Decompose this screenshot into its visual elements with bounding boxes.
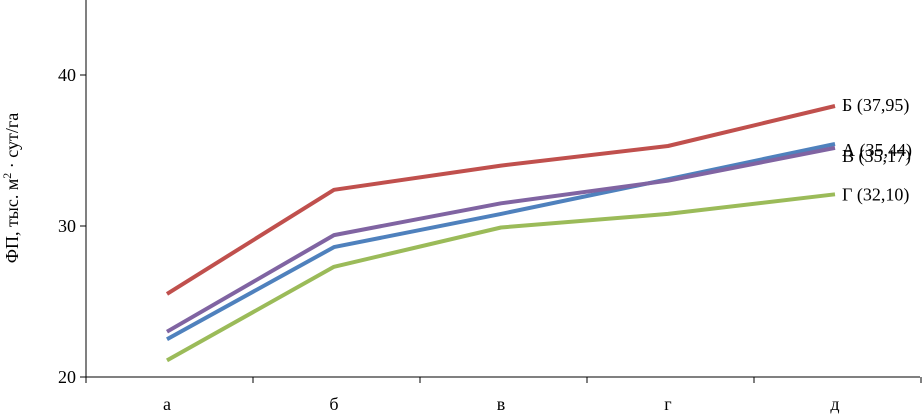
y-axis-title-rest: · сут/га [2, 113, 22, 173]
y-tick-label: 40 [58, 65, 76, 85]
x-tick-label: г [664, 394, 671, 414]
series-label-2: В (35,17) [842, 146, 911, 167]
y-axis-title: ФП, тыс. м2 · сут/га [0, 113, 22, 264]
x-tick-label: а [163, 394, 171, 414]
series-label-1: А (35,44) [842, 140, 912, 161]
x-axis-ticks: а б в г д [85, 377, 922, 414]
y-axis-ticks: 20 30 40 [58, 65, 86, 387]
series-line-2 [165, 145, 836, 334]
y-axis-title-text: ФП, тыс. м2 · сут/га [0, 113, 22, 264]
y-axis-title-superscript: 2 [0, 173, 14, 179]
x-tick-label: в [497, 394, 506, 414]
y-tick-label: 30 [58, 216, 76, 236]
x-tick-label: б [329, 394, 338, 414]
series-line-3 [166, 192, 836, 363]
series-labels: Б (37,95) А (35,44)В (35,17) Г (32,10) [842, 95, 912, 205]
series-label-0: Б (37,95) [842, 95, 909, 116]
series-label-3: Г (32,10) [842, 184, 909, 205]
series-line-1 [166, 141, 836, 342]
series-group [165, 104, 836, 363]
axes [85, 0, 920, 378]
y-axis-title-main: ФП, тыс. м [2, 179, 22, 264]
x-tick-label: д [830, 394, 839, 414]
series-line-0 [165, 104, 836, 296]
y-tick-label: 20 [58, 367, 76, 387]
